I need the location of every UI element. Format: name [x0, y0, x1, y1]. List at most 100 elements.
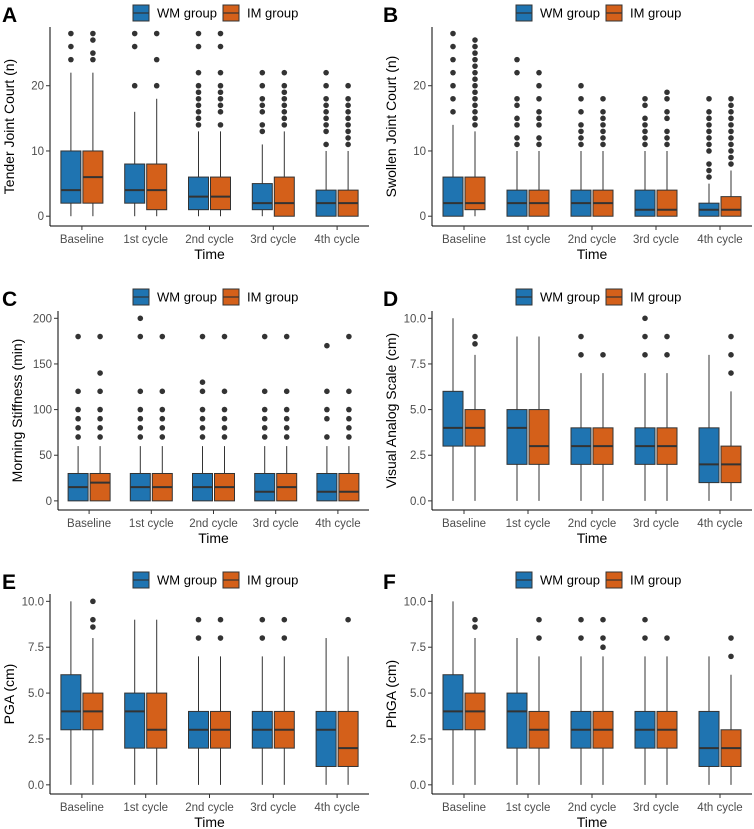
outlier-point: [600, 616, 606, 623]
outlier-point: [199, 434, 206, 440]
outlier-point: [578, 616, 584, 623]
outlier-point: [97, 425, 103, 431]
outlier-point: [199, 425, 206, 431]
outlier-point: [514, 115, 520, 122]
y-tick-label: 10: [31, 146, 44, 158]
y-tick-label: 2.5: [28, 734, 44, 746]
panel-letter: F: [383, 571, 396, 594]
outlier-point: [259, 82, 266, 89]
outlier-point: [199, 388, 206, 395]
outlier-point: [217, 30, 224, 37]
box-im-1st-cycle: [528, 616, 550, 785]
iqr-box: [210, 176, 231, 211]
y-axis-title: PhGA (cm): [383, 660, 399, 728]
x-tick-label: 4th cycle: [315, 518, 360, 530]
iqr-box: [442, 390, 464, 447]
y-tick-label: 7.5: [28, 642, 44, 654]
outlier-point: [450, 82, 456, 89]
box-im-3rd-cycle: [656, 333, 678, 501]
outlier-point: [195, 95, 202, 102]
x-tick-label: 2nd cycle: [185, 234, 234, 246]
outlier-point: [75, 434, 81, 440]
y-tick-label: 0: [420, 211, 426, 223]
box-im-3rd-cycle: [273, 69, 295, 217]
outlier-point: [728, 102, 734, 109]
outlier-point: [345, 102, 351, 109]
outlier-point: [642, 102, 648, 109]
outlier-point: [664, 95, 670, 102]
outlier-point: [472, 82, 478, 89]
outlier-point: [259, 128, 266, 135]
box-wm-baseline: [67, 333, 89, 502]
outlier-point: [728, 370, 734, 376]
outlier-point: [706, 95, 712, 102]
outlier-point: [137, 406, 144, 413]
outlier-point: [153, 30, 160, 37]
box-im-4th-cycle: [720, 95, 742, 217]
y-axis-title: PGA (cm): [1, 664, 17, 725]
outlier-point: [514, 102, 520, 109]
y-tick-label: 5.0: [410, 688, 426, 700]
panel-letter: B: [383, 4, 398, 27]
x-tick-label: 4th cycle: [314, 234, 359, 246]
x-tick-label: Baseline: [60, 802, 104, 814]
outlier-point: [346, 388, 352, 395]
outlier-point: [472, 89, 478, 96]
legend-label-wm: WM group: [157, 573, 217, 588]
box-wm-2nd-cycle: [192, 333, 213, 502]
x-axis-title: Time: [194, 246, 225, 262]
outlier-point: [514, 141, 520, 148]
y-tick-label: 150: [33, 359, 52, 371]
outlier-point: [728, 109, 734, 115]
outlier-point: [600, 352, 606, 358]
outlier-point: [728, 653, 734, 660]
outlier-point: [323, 122, 329, 128]
box-im-2nd-cycle: [210, 616, 231, 785]
box-wm-1st-cycle: [129, 315, 151, 502]
box-wm-2nd-cycle: [570, 333, 592, 501]
outlier-point: [706, 167, 712, 174]
outlier-point: [195, 109, 202, 115]
outlier-point: [221, 434, 228, 440]
outlier-point: [578, 635, 584, 641]
outlier-point: [159, 406, 166, 413]
outlier-point: [514, 95, 520, 102]
iqr-box: [188, 176, 209, 211]
outlier-point: [600, 141, 606, 148]
iqr-box: [656, 189, 678, 217]
outlier-point: [97, 434, 103, 440]
outlier-point: [345, 109, 351, 115]
outlier-point: [472, 109, 478, 115]
outlier-point: [159, 333, 166, 340]
outlier-point: [706, 109, 712, 115]
outlier-point: [259, 109, 266, 115]
outlier-point: [195, 43, 202, 50]
box-im-2nd-cycle: [592, 616, 614, 785]
outlier-point: [221, 406, 228, 413]
box-im-baseline: [82, 598, 104, 785]
outlier-point: [600, 95, 606, 102]
iqr-box: [89, 472, 111, 502]
outlier-point: [283, 415, 290, 422]
outlier-point: [324, 342, 330, 349]
legend-label-im: IM group: [630, 290, 681, 305]
outlier-point: [199, 333, 206, 340]
box-wm-2nd-cycle: [188, 616, 209, 785]
box-wm-2nd-cycle: [188, 30, 209, 217]
box-wm-baseline: [442, 318, 464, 501]
outlier-point: [97, 406, 103, 413]
box-im-baseline: [464, 333, 486, 501]
legend-label-wm: WM group: [157, 290, 217, 305]
box-im-4th-cycle: [338, 333, 360, 502]
outlier-point: [578, 333, 584, 340]
x-tick-label: 4th cycle: [697, 234, 742, 246]
outlier-point: [153, 82, 160, 89]
outlier-point: [578, 122, 584, 128]
legend: WM group IM group: [515, 4, 681, 22]
x-tick-label: 2nd cycle: [185, 802, 234, 814]
outlier-point: [261, 415, 268, 422]
legend: WM group IM group: [132, 4, 298, 22]
outlier-point: [728, 352, 734, 358]
panel-e: E WM group IM group 0.0 2.5 5.0 7.5 10.0 Baselin…: [1, 571, 369, 829]
outlier-point: [221, 333, 228, 340]
